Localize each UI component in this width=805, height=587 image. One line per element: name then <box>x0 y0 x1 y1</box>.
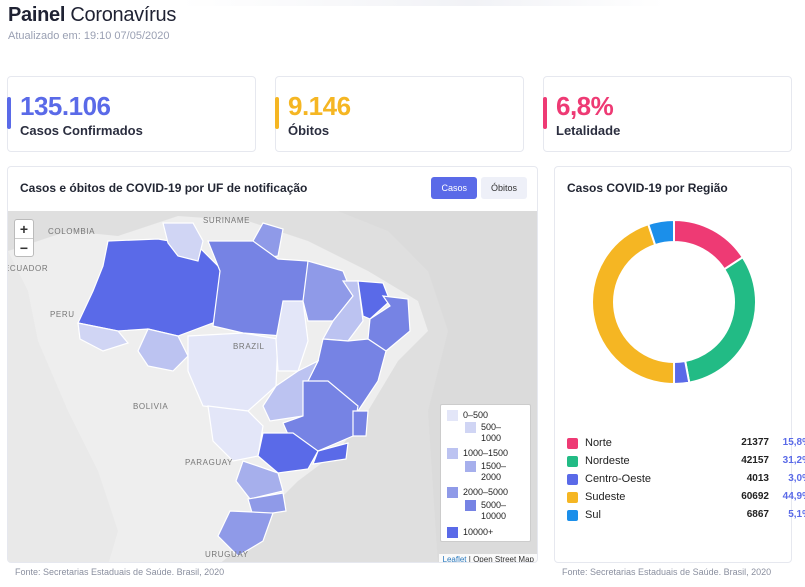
map-label-uruguay: URUGUAY <box>205 550 249 559</box>
region-percent: 3,0% <box>788 473 805 484</box>
legend-swatch <box>567 474 578 485</box>
map-tabs: Casos Óbitos <box>431 177 527 199</box>
page-title: Painel Coronavírus <box>8 4 177 26</box>
leaflet-link[interactable]: Leaflet <box>442 555 467 563</box>
legend-label: 10000+ <box>463 527 494 537</box>
legend-label: 2000–5000 <box>463 487 509 497</box>
region-percent: 15,8% <box>782 437 805 448</box>
map-panel: Casos e óbitos de COVID-19 por UF de not… <box>7 166 538 563</box>
legend-swatch <box>447 527 458 538</box>
zoom-in-button[interactable]: + <box>19 221 29 237</box>
legend-swatch <box>465 500 476 511</box>
tab-cases[interactable]: Casos <box>431 177 477 199</box>
top-divider <box>180 0 665 6</box>
region-donut-chart <box>591 218 757 386</box>
state-RS[interactable] <box>217 510 274 557</box>
kpi-accent-bar <box>543 97 547 129</box>
kpi-value: 135.106 <box>20 91 111 121</box>
legend-swatch <box>465 461 476 472</box>
region-name: Sul <box>585 509 601 521</box>
page-header: Painel Coronavírus Atualizado em: 19:10 … <box>8 4 176 42</box>
legend-swatch <box>567 510 578 521</box>
map-label-suriname: SURINAME <box>203 216 250 225</box>
map-panel-title: Casos e óbitos de COVID-19 por UF de not… <box>20 181 308 195</box>
legend-swatch <box>447 487 458 498</box>
kpi-lethality: 6,8% Letalidade <box>543 76 792 152</box>
kpi-accent-bar <box>275 97 279 129</box>
state-AC[interactable] <box>77 322 130 352</box>
source-footer-right: Fonte: Secretarias Estaduais de Saúde. B… <box>562 567 772 577</box>
state-RJ[interactable] <box>312 442 349 465</box>
kpi-value: 9.146 <box>288 91 351 121</box>
zoom-out-button[interactable]: − <box>15 238 33 256</box>
donut-slice-sudeste[interactable] <box>591 222 676 386</box>
kpi-deaths: 9.146 Óbitos <box>275 76 524 152</box>
region-percent: 44,9% <box>782 491 805 502</box>
map-label-ecuador: ECUADOR <box>8 264 48 273</box>
kpi-label: Letalidade <box>556 123 621 138</box>
state-RR[interactable] <box>162 222 204 262</box>
legend-label: 1500–2000 <box>481 461 507 482</box>
region-cases: 4013 <box>746 473 769 484</box>
region-cases: 6867 <box>746 509 769 520</box>
legend-swatch <box>567 456 578 467</box>
region-name: Nordeste <box>585 455 630 467</box>
region-percent: 5,1% <box>788 509 805 520</box>
legend-label: 1000–1500 <box>463 448 509 458</box>
region-name: Sudeste <box>585 491 626 503</box>
legend-swatch <box>447 410 458 421</box>
legend-label: 5000–10000 <box>481 500 507 521</box>
legend-label: 500–1000 <box>481 422 502 443</box>
zoom-control: + − <box>14 219 34 257</box>
brazil-choropleth-map[interactable]: SURINAME COLOMBIA ECUADOR PERU BRAZIL BO… <box>8 211 537 563</box>
kpi-label: Casos Confirmados <box>20 123 143 138</box>
region-panel-title: Casos COVID-19 por Região <box>567 181 728 195</box>
attribution-text: | Open Street Map <box>468 555 534 563</box>
map-label-brazil: BRAZIL <box>233 342 265 351</box>
map-label-paraguay: PARAGUAY <box>185 458 233 467</box>
legend-swatch <box>567 492 578 503</box>
map-label-bolivia: BOLIVIA <box>133 402 168 411</box>
region-cases: 42157 <box>741 455 769 466</box>
legend-swatch <box>447 448 458 459</box>
state-CE[interactable] <box>357 280 391 320</box>
region-name: Norte <box>585 437 612 449</box>
state-SC[interactable] <box>247 492 287 517</box>
source-footer-left: Fonte: Secretarias Estaduais de Saúde. B… <box>15 567 225 577</box>
kpi-confirmed-cases: 135.106 Casos Confirmados <box>7 76 256 152</box>
legend-swatches <box>447 410 476 538</box>
donut-slice-norte[interactable] <box>673 218 745 271</box>
last-updated: Atualizado em: 19:10 07/05/2020 <box>8 30 170 42</box>
state-RO[interactable] <box>137 328 189 372</box>
region-panel: Casos COVID-19 por Região Norte 21377 15… <box>554 166 805 563</box>
state-ES[interactable] <box>352 410 369 437</box>
map-label-colombia: COLOMBIA <box>48 227 95 236</box>
map-canvas: SURINAME COLOMBIA ECUADOR PERU BRAZIL BO… <box>8 211 537 562</box>
state-PR[interactable] <box>235 460 284 500</box>
kpi-label: Óbitos <box>288 123 330 138</box>
region-cases: 60692 <box>741 491 769 502</box>
map-attribution: Leaflet | Open Street Map <box>438 554 537 563</box>
map-label-peru: PERU <box>50 310 75 319</box>
region-cases: 21377 <box>741 437 769 448</box>
region-percent: 31,2% <box>782 455 805 466</box>
donut-slice-nordeste[interactable] <box>683 255 757 384</box>
legend-label: 0–500 <box>463 410 489 420</box>
region-name: Centro-Oeste <box>585 473 652 485</box>
tab-deaths[interactable]: Óbitos <box>480 177 527 199</box>
donut-slice-sul[interactable] <box>646 218 675 247</box>
kpi-accent-bar <box>7 97 11 129</box>
kpi-value: 6,8% <box>556 91 614 121</box>
state-SP[interactable] <box>257 432 319 474</box>
map-legend: 0–500 500–1000 1000–1500 1500–2000 2000–… <box>440 404 531 542</box>
legend-swatch <box>465 422 476 433</box>
state-MT[interactable] <box>187 332 279 412</box>
legend-swatch <box>567 438 578 449</box>
